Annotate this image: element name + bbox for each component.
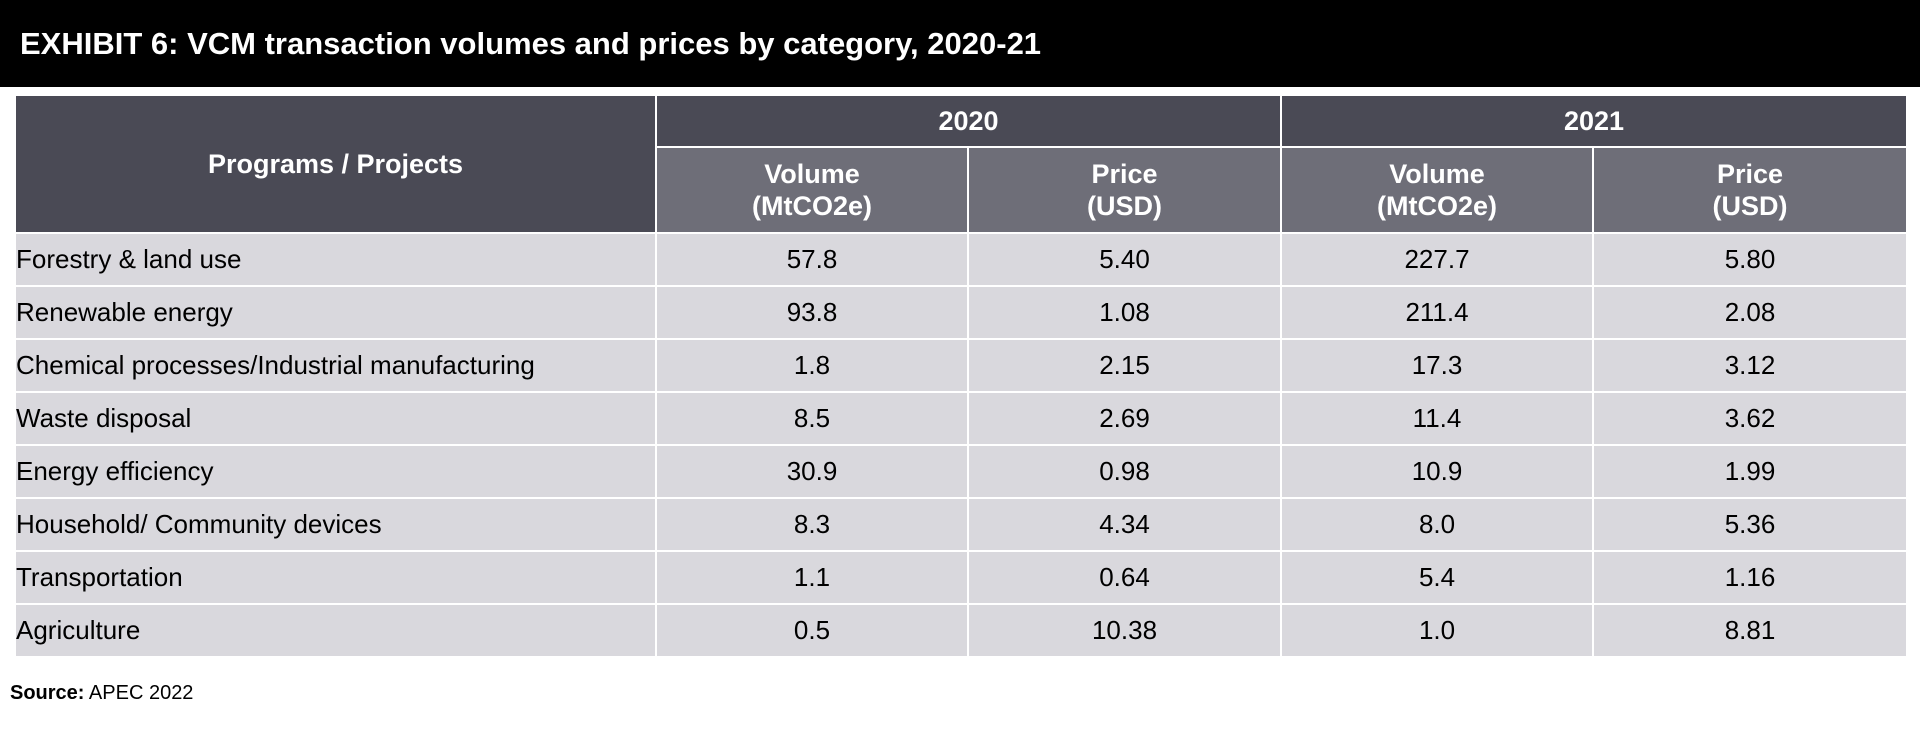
- price-unit: (USD): [1712, 191, 1788, 221]
- price-2020-cell: 2.15: [966, 338, 1283, 393]
- volume-2021-cell: 1.0: [1280, 603, 1595, 658]
- row-label: Forestry & land use: [14, 232, 657, 287]
- volume-2021-cell: 227.7: [1280, 232, 1595, 287]
- data-table: Programs / Projects 2020 2021 Volume (Mt…: [14, 94, 1909, 658]
- price-2020-cell: 0.64: [966, 550, 1283, 605]
- year-header-2021: 2021: [1280, 94, 1909, 148]
- price-2020-cell: 4.34: [966, 497, 1283, 552]
- price-2021-cell: 5.80: [1592, 232, 1909, 287]
- programs-projects-header: Programs / Projects: [14, 94, 657, 234]
- price-2020-cell: 0.98: [966, 444, 1283, 499]
- volume-2020-cell: 8.5: [655, 391, 969, 446]
- price-2020-cell: 1.08: [966, 285, 1283, 340]
- price-2021-cell: 3.62: [1592, 391, 1909, 446]
- table-body: Forestry & land use 57.8 5.40 227.7 5.80…: [14, 232, 1909, 658]
- volume-2021-header: Volume (MtCO2e): [1280, 146, 1595, 234]
- price-2021-cell: 1.99: [1592, 444, 1909, 499]
- exhibit-title-text: EXHIBIT 6: VCM transaction volumes and p…: [20, 25, 1042, 61]
- price-2021-cell: 2.08: [1592, 285, 1909, 340]
- volume-2020-header: Volume (MtCO2e): [655, 146, 969, 234]
- row-label: Renewable energy: [14, 285, 657, 340]
- row-label: Waste disposal: [14, 391, 657, 446]
- volume-2021-cell: 10.9: [1280, 444, 1595, 499]
- row-label: Household/ Community devices: [14, 497, 657, 552]
- price-2020-header: Price (USD): [966, 146, 1283, 234]
- row-label: Chemical processes/Industrial manufactur…: [14, 338, 657, 393]
- exhibit-title: EXHIBIT 6: VCM transaction volumes and p…: [0, 0, 1920, 87]
- source-label: Source:: [10, 682, 85, 704]
- price-label: Price: [1091, 159, 1158, 189]
- price-2021-cell: 1.16: [1592, 550, 1909, 605]
- row-label: Energy efficiency: [14, 444, 657, 499]
- price-2020-cell: 10.38: [966, 603, 1283, 658]
- volume-2020-cell: 1.8: [655, 338, 969, 393]
- volume-2021-cell: 11.4: [1280, 391, 1595, 446]
- source-text: APEC 2022: [84, 682, 194, 704]
- volume-2021-cell: 5.4: [1280, 550, 1595, 605]
- row-label: Transportation: [14, 550, 657, 605]
- volume-2020-cell: 93.8: [655, 285, 969, 340]
- price-2021-cell: 5.36: [1592, 497, 1909, 552]
- table-row: Chemical processes/Industrial manufactur…: [14, 338, 1909, 393]
- volume-2021-cell: 211.4: [1280, 285, 1595, 340]
- price-2021-cell: 3.12: [1592, 338, 1909, 393]
- table-row: Forestry & land use 57.8 5.40 227.7 5.80: [14, 232, 1909, 287]
- table-row: Waste disposal 8.5 2.69 11.4 3.62: [14, 391, 1909, 446]
- price-unit: (USD): [1087, 191, 1162, 221]
- price-2021-cell: 8.81: [1592, 603, 1909, 658]
- volume-2020-cell: 30.9: [655, 444, 969, 499]
- source-note: Source: APEC 2022: [10, 682, 193, 705]
- volume-2020-cell: 8.3: [655, 497, 969, 552]
- table-row: Energy efficiency 30.9 0.98 10.9 1.99: [14, 444, 1909, 499]
- table-header: Programs / Projects 2020 2021 Volume (Mt…: [14, 94, 1909, 234]
- volume-2021-cell: 8.0: [1280, 497, 1595, 552]
- volume-label: Volume: [1389, 159, 1485, 189]
- volume-unit: (MtCO2e): [1377, 191, 1498, 221]
- volume-2020-cell: 57.8: [655, 232, 969, 287]
- price-2020-cell: 2.69: [966, 391, 1283, 446]
- volume-2020-cell: 1.1: [655, 550, 969, 605]
- volume-label: Volume: [764, 159, 860, 189]
- table-row: Agriculture 0.5 10.38 1.0 8.81: [14, 603, 1909, 658]
- price-label: Price: [1716, 159, 1784, 189]
- volume-unit: (MtCO2e): [752, 191, 872, 221]
- volume-2020-cell: 0.5: [655, 603, 969, 658]
- table-row: Renewable energy 93.8 1.08 211.4 2.08: [14, 285, 1909, 340]
- year-header-2020: 2020: [654, 94, 1283, 148]
- price-2020-cell: 5.40: [966, 232, 1283, 287]
- row-label: Agriculture: [14, 603, 657, 658]
- table-row: Household/ Community devices 8.3 4.34 8.…: [14, 497, 1909, 552]
- table-row: Transportation 1.1 0.64 5.4 1.16: [14, 550, 1909, 605]
- volume-2021-cell: 17.3: [1280, 338, 1595, 393]
- price-2021-header: Price (USD): [1592, 146, 1909, 234]
